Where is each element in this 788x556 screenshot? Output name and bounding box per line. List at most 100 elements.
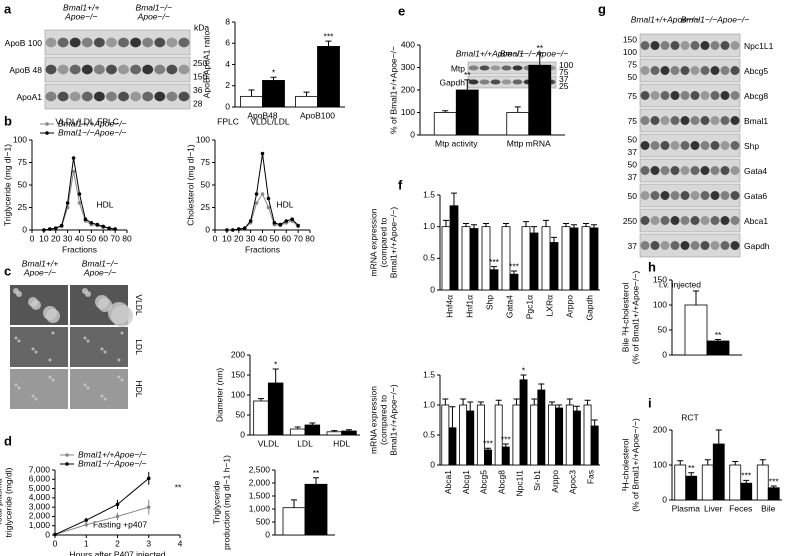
bar xyxy=(706,340,730,356)
blot-band xyxy=(730,216,740,225)
blot-band xyxy=(680,116,690,125)
blot-group-label: Bmal1−/−Apoe−/− xyxy=(681,14,750,24)
blot-band xyxy=(670,216,680,225)
annotation: FPLC xyxy=(97,116,119,126)
annotation: VLDL/LDL xyxy=(55,116,94,126)
y-axis-label: Triglyceride (mg dl−1) xyxy=(2,144,12,226)
blot-band xyxy=(81,91,93,102)
bar xyxy=(512,404,521,466)
y-tick-label: 1.5 xyxy=(423,189,435,199)
blot-row-label: ApoB 48 xyxy=(9,65,42,75)
blot-band xyxy=(501,65,512,71)
blot-band xyxy=(710,191,720,200)
blot-marker: 37 xyxy=(628,147,638,157)
y-tick-label: 0.5 xyxy=(423,253,435,263)
blot-band xyxy=(720,91,730,100)
blot-band xyxy=(680,91,690,100)
blot-band xyxy=(93,91,105,102)
y-axis-label: Triglyceride xyxy=(211,480,221,524)
bar xyxy=(561,226,571,291)
x-tick-label: 0 xyxy=(30,233,35,243)
blot-band xyxy=(468,65,479,71)
error-bar xyxy=(463,223,469,227)
blot-band xyxy=(660,41,670,50)
blot-band xyxy=(178,64,190,75)
significance: ** xyxy=(313,468,320,478)
blot-group-label: Bmal1−/−Apoe−/− xyxy=(500,48,569,58)
y-tick-label: 50 xyxy=(18,179,28,189)
bar xyxy=(282,507,306,536)
line xyxy=(226,153,299,231)
blot-group-label: Bmal1+/+Apoe−/− xyxy=(631,14,700,24)
blot-strip xyxy=(639,158,741,183)
blot-band xyxy=(660,141,670,150)
significance: *** xyxy=(501,434,512,444)
error-bar xyxy=(551,236,557,243)
error-bar xyxy=(543,219,549,227)
y-tick-label: 4 xyxy=(225,59,230,69)
blot-band xyxy=(700,166,710,175)
error-bar xyxy=(449,406,456,428)
y-tick-label: 100 xyxy=(13,134,27,144)
blot-band xyxy=(130,91,142,102)
x-tick-label: 30 xyxy=(63,233,73,243)
error-bar xyxy=(584,399,591,405)
bar xyxy=(461,226,471,291)
blot-band xyxy=(178,91,190,102)
blot-band xyxy=(720,41,730,50)
error-bar xyxy=(513,398,520,405)
point xyxy=(260,192,265,196)
point xyxy=(296,223,300,228)
bar xyxy=(756,464,769,501)
bar xyxy=(528,64,552,136)
x-tick-label: Bile xyxy=(761,503,775,513)
blot-band xyxy=(69,91,81,102)
line xyxy=(54,477,150,535)
blot-band xyxy=(640,41,650,50)
blot-band xyxy=(81,64,93,75)
y-tick-label: 0.5 xyxy=(423,429,435,439)
blot-band xyxy=(93,64,105,75)
x-tick-label: Abca1 xyxy=(443,470,453,494)
blot-band xyxy=(690,241,700,250)
error-bar xyxy=(571,224,577,228)
significance: * xyxy=(272,68,276,78)
error-bar xyxy=(248,89,255,97)
y-tick-label: 100 xyxy=(401,107,415,117)
point xyxy=(248,219,253,223)
error-bar xyxy=(677,460,684,465)
blot-marker: 100 xyxy=(623,47,637,57)
y-axis-label: Bile ³H-cholesterol xyxy=(620,283,630,353)
error-bar xyxy=(704,459,711,465)
blot-band xyxy=(512,79,523,85)
x-tick-label: 60 xyxy=(99,233,109,243)
blot-strip xyxy=(639,58,741,83)
y-tick-label: 0 xyxy=(45,529,50,539)
x-tick-label: 4 xyxy=(178,538,183,548)
error-bar xyxy=(309,422,316,425)
error-bar xyxy=(523,221,529,227)
blot-band xyxy=(106,37,117,48)
blot-band xyxy=(130,64,142,75)
blot-band xyxy=(730,166,740,175)
error-bar xyxy=(495,399,502,405)
particle xyxy=(120,378,124,382)
x-tick-label: 50 xyxy=(87,233,97,243)
bar xyxy=(519,379,528,466)
blot-band xyxy=(680,241,690,250)
x-tick-label: 2 xyxy=(115,538,120,548)
blot-band xyxy=(650,66,660,75)
blot-band xyxy=(710,41,720,50)
bar xyxy=(569,227,579,291)
panel-letter: e xyxy=(398,3,405,18)
blot-group-label: Bmal1−/− xyxy=(136,2,172,12)
y-tick-label: 0 xyxy=(430,459,435,469)
bar xyxy=(455,89,479,136)
y-tick-label: 1.0 xyxy=(423,399,435,409)
x-tick-label: 20 xyxy=(234,233,244,243)
error-bar xyxy=(715,429,722,444)
blot-strip xyxy=(639,83,741,108)
bar xyxy=(530,404,539,466)
significance: *** xyxy=(489,257,500,267)
error-bar xyxy=(573,405,580,411)
